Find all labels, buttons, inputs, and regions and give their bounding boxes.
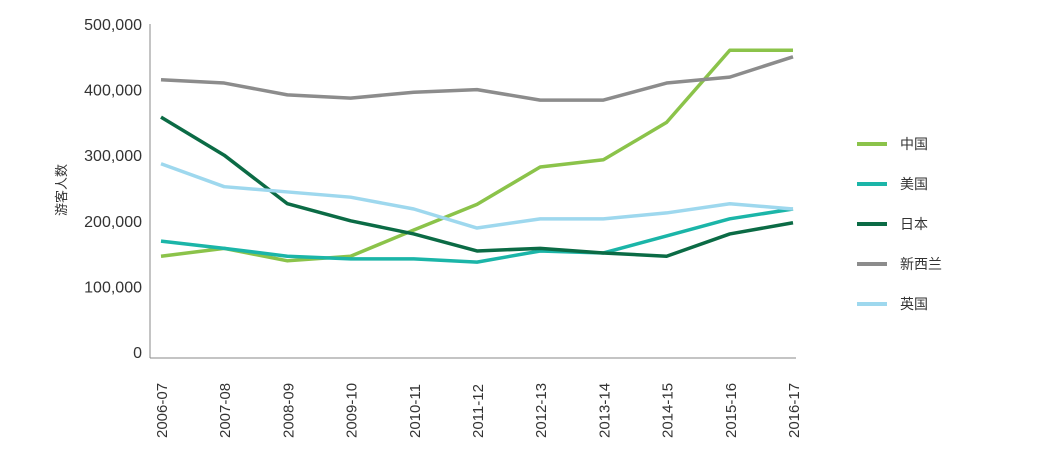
x-tick-label: 2012-13	[533, 383, 550, 438]
x-tick-label: 2014-15	[660, 383, 677, 438]
series-line-2	[161, 117, 793, 256]
x-tick-label: 2009-10	[344, 383, 361, 438]
legend-label: 美国	[900, 176, 928, 192]
legend-label: 英国	[900, 296, 928, 312]
legend-label: 中国	[900, 136, 928, 152]
legend-label: 日本	[900, 216, 928, 232]
y-tick-label: 300,000	[84, 148, 142, 165]
y-tick-label: 200,000	[84, 214, 142, 231]
y-tick-label: 400,000	[84, 83, 142, 100]
series-line-4	[161, 164, 793, 228]
y-tick-label: 500,000	[84, 17, 142, 34]
legend-label: 新西兰	[900, 256, 942, 272]
y-axis-label: 游客人数	[54, 164, 69, 216]
x-tick-label: 2015-16	[723, 383, 740, 438]
x-tick-label: 2007-08	[217, 383, 234, 438]
y-tick-label: 0	[133, 345, 142, 362]
series-line-3	[161, 57, 793, 100]
x-tick-label: 2016-17	[786, 383, 803, 438]
x-tick-label: 2008-09	[280, 383, 297, 438]
x-tick-label: 2011-12	[470, 384, 487, 438]
y-tick-label: 100,000	[84, 279, 142, 296]
x-tick-label: 2013-14	[596, 383, 613, 438]
x-tick-label: 2010-11	[407, 384, 424, 438]
x-tick-label: 2006-07	[154, 383, 171, 438]
